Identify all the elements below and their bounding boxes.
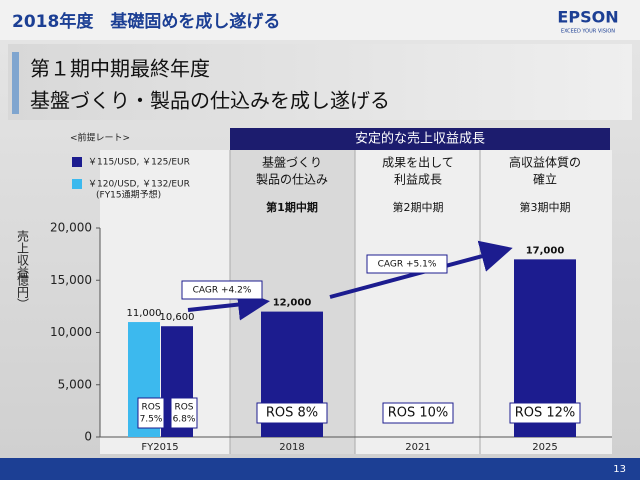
ros-label: 6.8% (173, 415, 196, 425)
ros-label: ROS (141, 403, 160, 413)
stage-description: 製品の仕込み (256, 173, 328, 187)
value-label: 12,000 (273, 298, 312, 309)
subtitle: 第１期中期最終年度 (30, 57, 210, 81)
annotation: CAGR +4.2% (193, 286, 252, 296)
ros-box (382, 402, 454, 424)
ros-label: ROS 8% (266, 406, 318, 421)
stage-period: 第3期中期 (520, 200, 571, 214)
legend-label: ￥120/USD, ￥132/EUR (88, 180, 190, 190)
legend-note: (FY15通期予想) (96, 189, 161, 201)
legend-label: ￥115/USD, ￥125/EUR (88, 158, 190, 168)
y-axis-label: 売上収益 (16, 229, 30, 278)
value-label: 11,000 (127, 308, 162, 319)
trend-arrow (187, 288, 270, 321)
rate-heading: <前提レート> (70, 132, 130, 144)
stage-description: 高収益体質の (509, 155, 581, 170)
ros-label: ROS (174, 403, 193, 413)
y-tick-label: 15,000 (50, 273, 92, 287)
ros-label: ROS 12% (515, 406, 576, 421)
value-label: 17,000 (526, 245, 565, 256)
annotation-box (181, 280, 263, 300)
ros-label: ROS 10% (388, 406, 449, 421)
stage-period: 第2期中期 (393, 200, 444, 214)
header-band (0, 0, 640, 40)
stage-banner-text: 安定的な売上収益成長 (355, 131, 485, 147)
annotation-box (366, 254, 448, 274)
y-tick-label: 10,000 (50, 325, 92, 339)
x-tick-label: 2025 (532, 442, 557, 453)
footer-band (0, 458, 640, 480)
subtitle-accent (12, 52, 19, 114)
ros-box (137, 397, 165, 429)
stage-period: 第1期中期 (266, 200, 318, 214)
y-tick-label: 5,000 (58, 377, 92, 391)
y-tick-label: 0 (84, 430, 92, 444)
stage-description: 成果を出して (382, 156, 454, 170)
legend-swatch (72, 179, 82, 189)
x-tick-label: 2018 (279, 442, 304, 453)
x-tick-label: 2021 (405, 442, 430, 453)
ros-box (170, 397, 198, 429)
annotation: CAGR +5.1% (378, 260, 437, 270)
y-axis-label: （億円） (16, 262, 30, 310)
stage-description: 基盤づくり (262, 156, 322, 170)
ros-box (256, 402, 328, 424)
logo: EPSON (557, 8, 618, 27)
stage-description: 確立 (533, 172, 557, 187)
header-title: 2018年度 基礎固めを成し遂げる (12, 11, 280, 32)
page-number: 13 (613, 464, 626, 475)
value-label: 10,600 (160, 312, 195, 323)
x-tick-label: FY2015 (141, 442, 178, 453)
subtitle: 基盤づくり・製品の仕込みを成し遂げる (30, 89, 390, 113)
legend-swatch (72, 157, 82, 167)
stage-banner (230, 128, 610, 150)
ros-label: 7.5% (140, 415, 163, 425)
y-tick-label: 20,000 (50, 221, 92, 235)
tagline: EXCEED YOUR VISION (561, 29, 615, 35)
stage-description: 利益成長 (394, 173, 442, 187)
subtitle-band (8, 44, 632, 120)
ros-box (509, 402, 581, 424)
